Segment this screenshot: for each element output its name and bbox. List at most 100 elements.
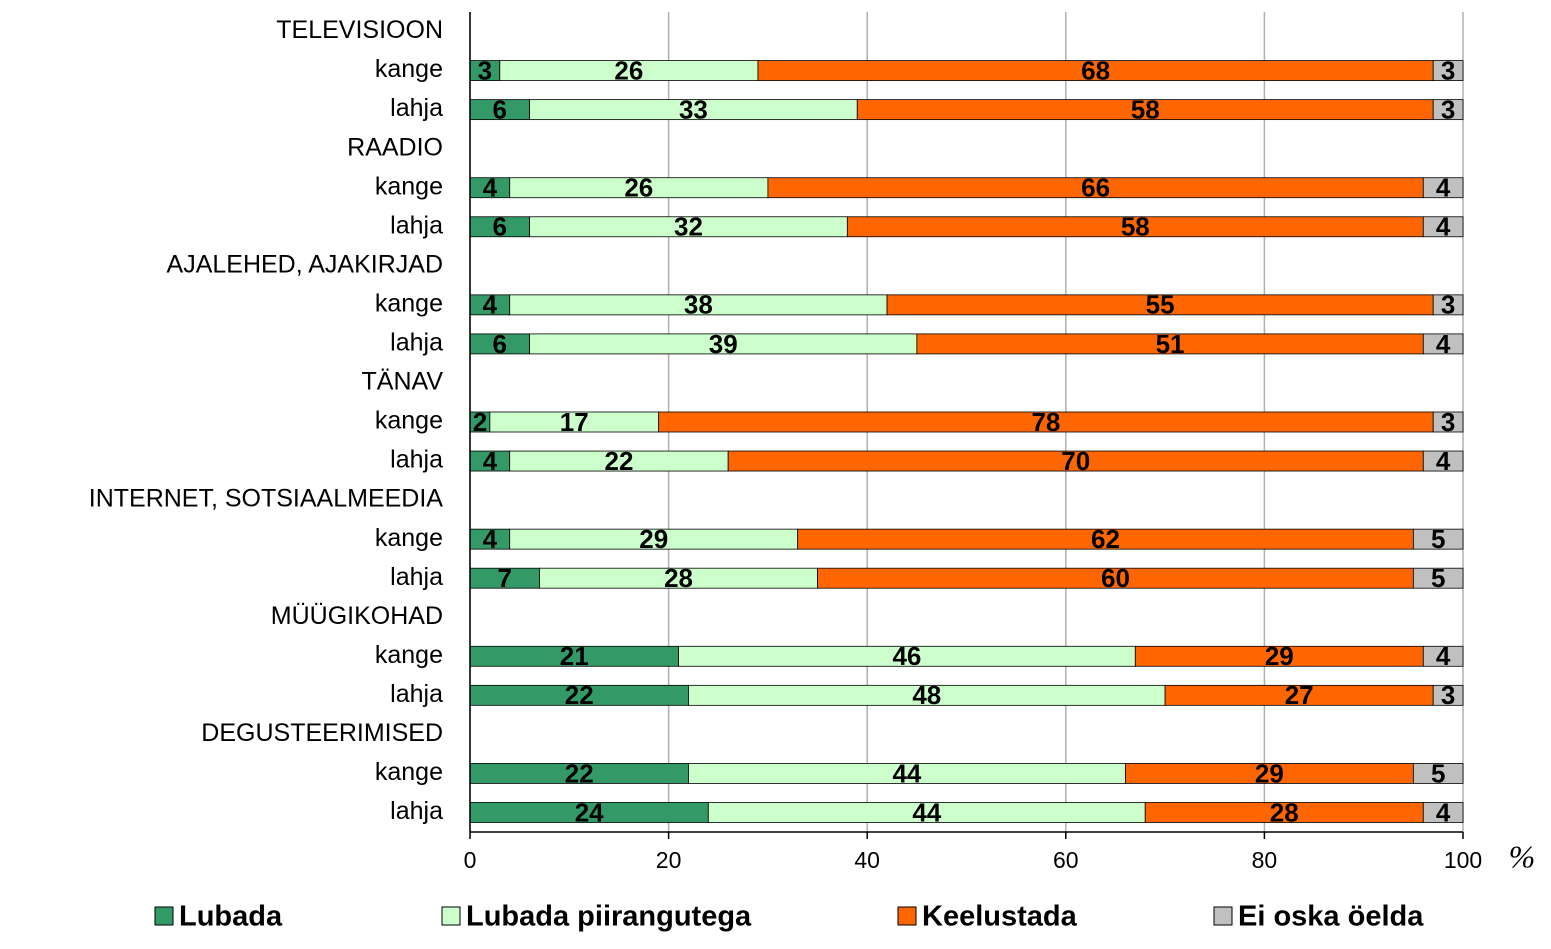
value-label: 22	[565, 758, 594, 788]
bar-segment	[1422, 645, 1464, 667]
value-label: 29	[1255, 758, 1284, 788]
value-label: 26	[614, 55, 643, 85]
bar-segment	[1422, 177, 1464, 199]
value-label: 3	[478, 55, 492, 85]
legend-swatch	[897, 906, 917, 926]
y-tick-label: DEGUSTEERIMISED	[201, 719, 443, 747]
y-tick-label: lahja	[390, 211, 443, 239]
value-label: 4	[1436, 641, 1451, 671]
value-label: 22	[604, 446, 633, 476]
y-tick-label: kange	[375, 55, 443, 83]
value-label: 3	[1441, 55, 1455, 85]
y-tick-label: lahja	[390, 680, 443, 708]
bar-segment	[1432, 294, 1464, 316]
legend-swatch	[154, 906, 174, 926]
value-label: 29	[639, 524, 668, 554]
bar-segment	[1432, 411, 1464, 433]
value-label: 4	[483, 446, 498, 476]
value-label: 26	[624, 173, 653, 203]
x-axis-label: %	[1509, 838, 1536, 874]
y-tick-label: kange	[375, 407, 443, 435]
bar-segment	[1422, 333, 1464, 355]
bar-segment	[1432, 99, 1464, 121]
y-tick-label: lahja	[390, 797, 443, 825]
bar-segment	[1422, 216, 1464, 238]
y-tick-label: TÄNAV	[362, 368, 444, 396]
value-label: 7	[498, 563, 512, 593]
bar-segment	[1422, 802, 1464, 823]
legend-swatch	[1213, 906, 1233, 926]
value-label: 48	[912, 680, 941, 710]
value-label: 5	[1431, 563, 1445, 593]
y-tick-label: kange	[375, 524, 443, 552]
value-label: 68	[1081, 55, 1110, 85]
value-label: 32	[674, 212, 703, 242]
value-label: 58	[1131, 94, 1160, 124]
value-label: 29	[1265, 641, 1294, 671]
value-label: 5	[1431, 524, 1445, 554]
value-label: 6	[493, 212, 507, 242]
value-label: 46	[892, 641, 921, 671]
y-tick-label: lahja	[390, 446, 443, 474]
value-label: 4	[1436, 329, 1451, 359]
y-tick-label: lahja	[390, 94, 443, 122]
y-tick-label: AJALEHED, AJAKIRJAD	[167, 250, 443, 278]
value-label: 78	[1031, 407, 1060, 437]
value-label: 3	[1441, 680, 1455, 710]
value-label: 55	[1146, 290, 1175, 320]
bar-segment	[1432, 684, 1464, 706]
value-label: 62	[1091, 524, 1120, 554]
value-label: 3	[1441, 407, 1455, 437]
bar-segment	[1412, 763, 1464, 784]
value-label: 4	[483, 524, 498, 554]
value-label: 24	[575, 797, 604, 827]
y-tick-label: lahja	[390, 563, 443, 591]
y-tick-label: TELEVISIOON	[276, 16, 443, 44]
x-tick-label: 40	[854, 847, 880, 873]
x-tick-label: 0	[464, 847, 477, 873]
value-label: 28	[664, 563, 693, 593]
legend-label: Ei oska öelda	[1238, 901, 1424, 933]
value-label: 4	[1436, 173, 1451, 203]
bar-segment	[1412, 528, 1464, 550]
y-tick-label: lahja	[390, 329, 443, 357]
y-tick-label: MÜÜGIKOHAD	[271, 602, 443, 630]
value-label: 2	[473, 407, 487, 437]
y-tick-label: RAADIO	[347, 133, 443, 161]
value-label: 21	[560, 641, 589, 671]
y-tick-label: INTERNET, SOTSIAALMEEDIA	[89, 485, 444, 513]
value-label: 70	[1061, 446, 1090, 476]
x-tick-label: 80	[1252, 847, 1278, 873]
value-label: 4	[1436, 446, 1451, 476]
value-label: 33	[679, 94, 708, 124]
legend-label: Keelustada	[922, 901, 1078, 933]
value-label: 6	[493, 94, 507, 124]
value-label: 3	[1441, 290, 1455, 320]
value-label: 27	[1285, 680, 1314, 710]
value-label: 4	[483, 173, 498, 203]
value-label: 60	[1101, 563, 1130, 593]
value-label: 39	[709, 329, 738, 359]
value-label: 4	[1436, 212, 1451, 242]
value-label: 28	[1270, 797, 1299, 827]
value-label: 4	[483, 290, 498, 320]
legend-label: Lubada piirangutega	[466, 901, 752, 933]
value-label: 4	[1436, 797, 1451, 827]
y-tick-label: kange	[375, 172, 443, 200]
legend-swatch	[441, 906, 461, 926]
legend-label: Lubada	[179, 901, 283, 933]
value-label: 17	[560, 407, 589, 437]
y-tick-label: kange	[375, 758, 443, 786]
value-label: 44	[912, 797, 941, 827]
value-label: 5	[1431, 758, 1445, 788]
y-tick-label: kange	[375, 289, 443, 317]
value-label: 58	[1121, 212, 1150, 242]
value-label: 38	[684, 290, 713, 320]
bar-segment	[1412, 567, 1464, 589]
value-label: 66	[1081, 173, 1110, 203]
x-tick-label: 20	[656, 847, 682, 873]
bar-segment	[1432, 60, 1464, 81]
value-label: 22	[565, 680, 594, 710]
x-tick-label: 60	[1053, 847, 1079, 873]
